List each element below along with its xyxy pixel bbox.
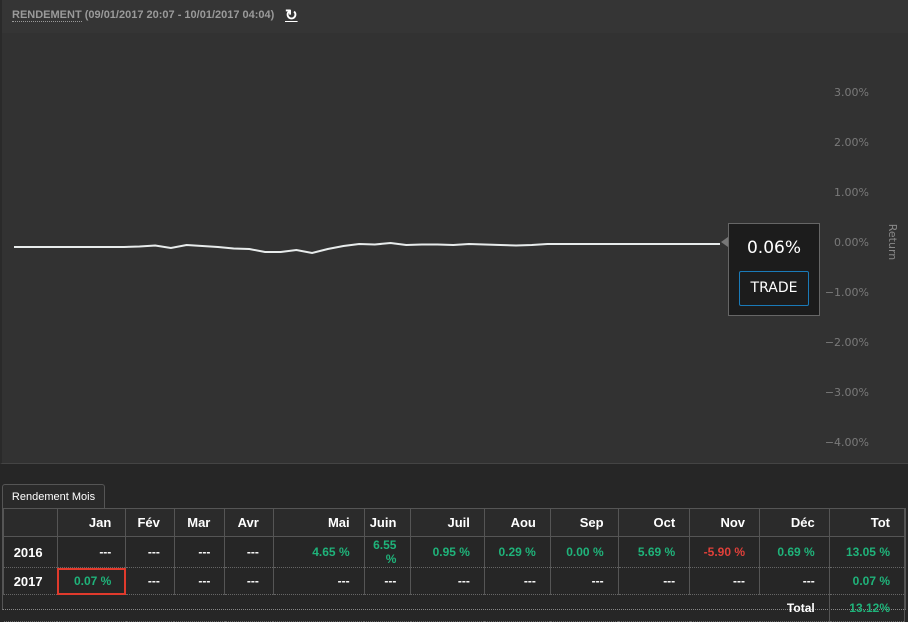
y-tick-label: 0.00% [834,236,869,249]
y-tick-label: −2.00% [825,336,869,349]
month-cell[interactable]: 4.65 % [272,536,365,568]
tooltip-value: 0.06% [746,238,801,258]
month-cell[interactable]: 0.00 % [549,536,619,568]
month-cell[interactable]: 0.07 % [828,567,906,595]
month-cell[interactable]: --- [224,567,274,595]
panel-title: RENDEMENT (09/01/2017 20:07 - 10/01/2017… [12,9,275,22]
y-tick-label: 1.00% [834,186,869,199]
table-row: 2016 --- --- --- --- 4.65 % 6.55 % 0.95 % 0.29 %… [3,536,906,568]
column-header[interactable]: Fév [125,509,175,537]
month-cell[interactable]: --- [173,567,226,595]
column-header[interactable]: Juil [410,509,485,537]
month-cell[interactable]: 13.05 % [828,536,906,568]
y-tick-label: 3.00% [834,86,869,99]
column-header[interactable]: Tot [828,509,906,537]
month-cell[interactable]: --- [125,536,175,568]
y-axis-label: Return [886,224,899,261]
monthly-returns-table: Jan Fév Mar Avr Mai Juin Juil Aou Sep Oct Nov Déc To… [2,508,906,622]
column-header[interactable]: Mar [173,509,226,537]
tab-rendement-mois[interactable]: Rendement Mois [2,484,105,508]
trade-button[interactable]: TRADE [739,271,809,306]
month-cell[interactable]: --- [759,567,830,595]
return-line [14,241,720,255]
chart-svg: 3.00% 2.00% 1.00% 0.00% −1.00% −2.00% −3.00% −4… [14,86,899,449]
column-header[interactable]: Mai [272,509,365,537]
refresh-icon[interactable]: ↻ [285,7,298,24]
column-header[interactable] [3,509,58,537]
panel-header: RENDEMENT (09/01/2017 20:07 - 10/01/2017… [0,0,908,33]
month-cell[interactable]: --- [56,536,127,568]
total-label: Total [3,594,830,622]
date-range: (09/01/2017 20:07 - 10/01/2017 04:04) [84,9,275,21]
total-value: 13.12% [828,594,906,622]
column-header[interactable]: Aou [483,509,551,537]
month-cell[interactable]: 0.07 % [56,567,127,595]
month-cell[interactable]: --- [125,567,175,595]
return-chart: 3.00% 2.00% 1.00% 0.00% −1.00% −2.00% −3.00% −4… [0,33,908,464]
y-tick-label: −1.00% [825,286,869,299]
month-cell[interactable]: 0.95 % [410,536,485,568]
month-cell[interactable]: --- [689,567,761,595]
month-cell[interactable]: 0.29 % [483,536,551,568]
month-cell[interactable]: --- [363,567,412,595]
y-tick-label: −4.00% [825,436,869,449]
month-cell[interactable]: --- [483,567,551,595]
month-cell[interactable]: --- [224,536,274,568]
month-cell[interactable]: 5.69 % [617,536,691,568]
month-cell[interactable]: 0.69 % [759,536,830,568]
y-tick-label: 2.00% [834,136,869,149]
column-header[interactable]: Déc [759,509,830,537]
total-row: Total 13.12% [3,594,906,622]
table-row: 2017 0.07 % --- --- --- --- --- --- --- --- --- ---… [3,567,906,595]
month-cell[interactable]: --- [549,567,619,595]
column-header[interactable]: Juin [363,509,412,537]
month-cell[interactable]: --- [272,567,365,595]
month-cell[interactable]: 6.55 % [363,536,412,568]
column-header[interactable]: Oct [617,509,691,537]
year-cell: 2016 [3,536,58,568]
title-label: RENDEMENT [12,9,82,22]
year-cell: 2017 [3,567,58,595]
month-cell[interactable]: -5.90 % [689,536,761,568]
tooltip-pointer [721,237,728,247]
month-cell[interactable]: --- [410,567,485,595]
column-header[interactable]: Jan [56,509,127,537]
table-header-row: Jan Fév Mar Avr Mai Juin Juil Aou Sep Oct Nov Déc To… [3,509,906,537]
column-header[interactable]: Avr [224,509,274,537]
month-cell[interactable]: --- [173,536,226,568]
y-tick-label: −3.00% [825,386,869,399]
month-cell[interactable]: --- [617,567,691,595]
column-header[interactable]: Nov [689,509,761,537]
column-header[interactable]: Sep [549,509,619,537]
tooltip: 0.06% TRADE [728,223,820,316]
